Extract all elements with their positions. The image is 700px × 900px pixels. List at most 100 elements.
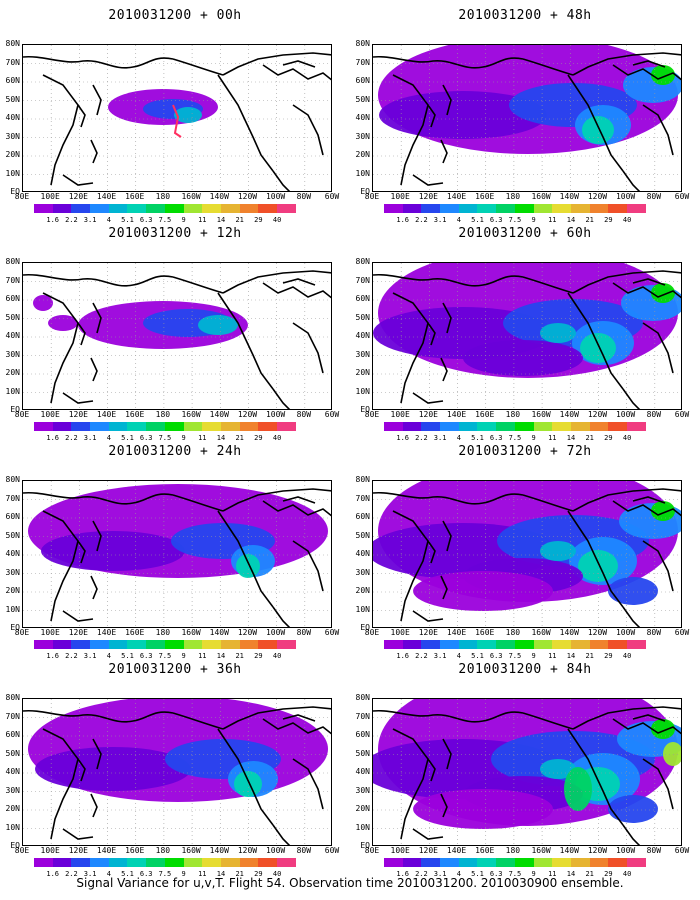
colorbar-label: 11 bbox=[548, 652, 557, 660]
map-panel: 2010031200 + 72h 80N 70N 60N 50N 40N 30N 20N 10N… bbox=[350, 444, 700, 664]
panel-title: 2010031200 + 84h bbox=[458, 662, 592, 677]
colorbar-label: 9 bbox=[531, 870, 536, 878]
longitude-label: 180 bbox=[155, 410, 171, 419]
longitude-label: 160E bbox=[475, 410, 495, 419]
colorbar-swatch bbox=[458, 422, 478, 431]
latitude-label: 70N bbox=[5, 493, 20, 503]
longitude-label: 160E bbox=[475, 628, 495, 637]
latitude-label: 50N bbox=[355, 530, 370, 540]
coastline bbox=[567, 292, 624, 390]
colorbar-label: 21 bbox=[235, 870, 244, 878]
colorbar-swatch bbox=[127, 858, 147, 867]
map-plot bbox=[372, 44, 682, 192]
coastline bbox=[392, 74, 429, 186]
colorbar-swatch bbox=[570, 422, 590, 431]
colorbar bbox=[384, 858, 646, 868]
colorbar-swatch bbox=[384, 422, 403, 431]
latitude-label: 70N bbox=[355, 275, 370, 285]
map-svg bbox=[373, 263, 681, 409]
longitude-label: 120E bbox=[418, 192, 438, 201]
colorbar-label: 40 bbox=[622, 652, 632, 660]
coastline bbox=[373, 273, 524, 287]
colorbar-label: 2.2 bbox=[415, 870, 428, 878]
coastline bbox=[442, 84, 452, 116]
colorbar-swatch bbox=[220, 204, 240, 213]
colorbar-label: 5.1 bbox=[121, 434, 134, 442]
colorbar-label: 40 bbox=[272, 216, 282, 224]
colorbar-swatch bbox=[570, 858, 590, 867]
colorbar-swatch bbox=[108, 858, 128, 867]
colorbar-label: 7.5 bbox=[158, 652, 172, 660]
colorbar-swatch bbox=[164, 422, 184, 431]
coastline bbox=[90, 357, 98, 382]
latitude-label: EQ bbox=[360, 623, 370, 632]
coastline bbox=[622, 388, 641, 409]
colorbar-label: 5.1 bbox=[471, 434, 484, 442]
latitude-label: 80N bbox=[355, 257, 370, 266]
longitude-label: 160W bbox=[531, 628, 551, 637]
longitude-label: 80W bbox=[296, 628, 312, 637]
colorbar-swatch bbox=[626, 422, 646, 431]
longitude-label: 60W bbox=[674, 846, 690, 855]
colorbar-label: 11 bbox=[548, 434, 557, 442]
colorbar-swatch bbox=[183, 640, 203, 649]
map-plot bbox=[22, 480, 332, 628]
latitude-label: 60N bbox=[355, 512, 370, 521]
longitude-label: 60W bbox=[674, 628, 690, 637]
latitude-label: 60N bbox=[5, 512, 20, 521]
colorbar-swatch bbox=[127, 640, 147, 649]
colorbar-swatch bbox=[276, 422, 296, 431]
variance-contour bbox=[582, 116, 614, 144]
map-plot bbox=[372, 698, 682, 846]
longitude-label: 120W bbox=[587, 846, 608, 855]
colorbar-label: 4 bbox=[106, 216, 111, 224]
colorbar bbox=[384, 422, 646, 432]
latitude-label: 70N bbox=[355, 57, 370, 67]
map-panel: 2010031200 + 84h 80N 70N 60N 50N 40N 30N 20N 10N… bbox=[350, 662, 700, 882]
longitude-label: 140W bbox=[209, 410, 229, 419]
longitude-label: 180 bbox=[155, 846, 171, 855]
colorbar-swatch bbox=[71, 640, 91, 649]
colorbar-label: 1.6 bbox=[396, 652, 410, 660]
coastline bbox=[427, 758, 436, 782]
colorbar-label: 14 bbox=[566, 434, 576, 442]
coastline bbox=[412, 174, 444, 186]
colorbar-swatch bbox=[552, 204, 571, 213]
coastline bbox=[440, 139, 448, 164]
colorbar-label: 11 bbox=[198, 434, 207, 442]
map-svg bbox=[23, 45, 331, 191]
colorbar bbox=[34, 204, 296, 214]
latitude-label: 40N bbox=[5, 549, 20, 558]
longitude-label: 120E bbox=[68, 410, 88, 419]
coastline bbox=[92, 302, 102, 334]
coastline bbox=[217, 728, 274, 826]
colorbar-swatch bbox=[220, 422, 240, 431]
longitude-label: 100W bbox=[265, 846, 286, 855]
colorbar-swatch bbox=[626, 858, 646, 867]
variance-contour bbox=[580, 333, 616, 363]
longitude-label: 80E bbox=[364, 846, 380, 855]
latitude-label: 40N bbox=[5, 113, 20, 122]
longitude-label: 80E bbox=[14, 410, 30, 419]
coastline bbox=[62, 610, 94, 622]
longitude-label: 100E bbox=[390, 192, 410, 201]
colorbar-label: 5.1 bbox=[121, 652, 134, 660]
longitude-label: 140W bbox=[559, 628, 579, 637]
colorbar-label: 14 bbox=[216, 652, 226, 660]
map-plot bbox=[372, 262, 682, 410]
colorbar-label: 4 bbox=[106, 652, 111, 660]
colorbar-swatch bbox=[90, 640, 109, 649]
variance-contour bbox=[413, 571, 553, 611]
latitude-label: 80N bbox=[5, 39, 20, 48]
map-svg bbox=[373, 45, 681, 191]
coastline bbox=[632, 714, 666, 722]
latitude-label: 30N bbox=[5, 785, 20, 795]
variance-contour bbox=[35, 747, 191, 791]
map-panel: 2010031200 + 24h 80N 70N 60N 50N 40N 30N 20N 10N… bbox=[0, 444, 350, 664]
longitude-label: 60W bbox=[324, 846, 340, 855]
colorbar-label: 40 bbox=[622, 434, 632, 442]
colorbar-swatch bbox=[52, 204, 72, 213]
colorbar bbox=[34, 858, 296, 868]
latitude-label: 30N bbox=[355, 349, 370, 359]
longitude-label: 80W bbox=[296, 192, 312, 201]
